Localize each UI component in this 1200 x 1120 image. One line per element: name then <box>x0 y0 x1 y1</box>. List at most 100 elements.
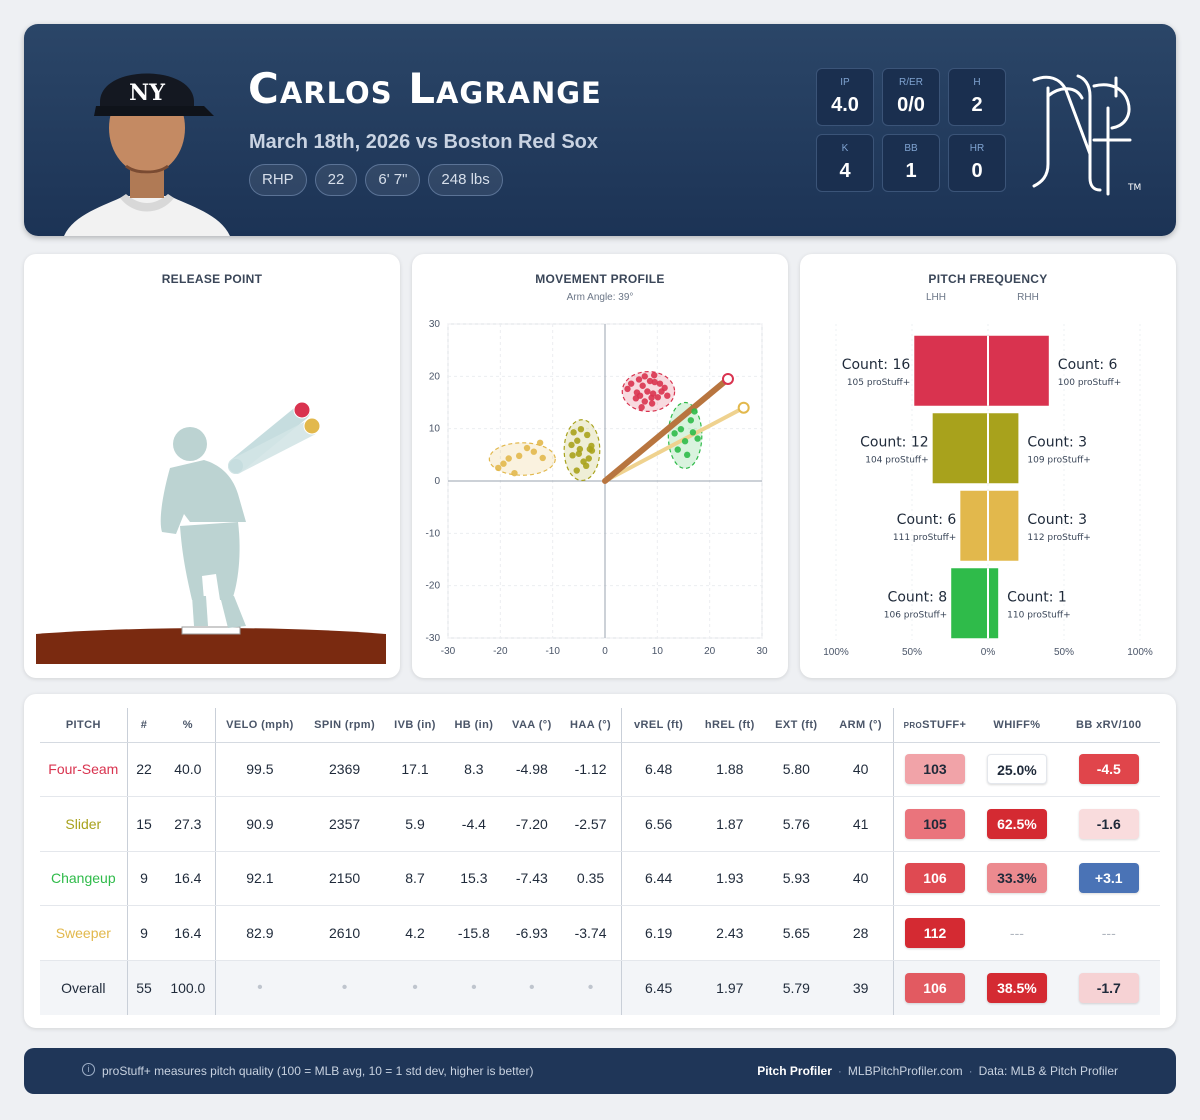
pitch-point <box>664 392 671 399</box>
pitch-point <box>656 380 664 387</box>
vaa-cell: -7.43 <box>503 851 561 906</box>
pitch-point <box>577 425 585 433</box>
stat-label: H <box>973 77 981 88</box>
lhh-bar <box>951 568 988 639</box>
pitch-point <box>568 441 575 449</box>
velo-cell: 92.1 <box>215 851 304 906</box>
lhh-bar <box>960 490 988 561</box>
overall-row: Overall 55 100.0 • • • • • • 6.45 1.97 5.79 39 106 38.… <box>40 960 1160 1015</box>
arm-angle-subtitle: Arm Angle: 39° <box>566 292 634 303</box>
x-tick-label: -10 <box>545 646 560 657</box>
haa-cell: 0.35 <box>560 851 622 906</box>
prostuff-badge: 106 <box>904 863 965 894</box>
rhh-stuff-label: 100 proStuff+ <box>1058 378 1121 388</box>
col-header: HAA (°) <box>560 708 622 743</box>
prostuff-badge: 103 <box>904 754 965 785</box>
pitcher-silhouette <box>160 427 246 628</box>
pitching-rubber <box>181 626 241 635</box>
n-cell: 15 <box>127 796 161 852</box>
prostuff-cell: 105 <box>893 796 977 852</box>
movement-profile-chart: -30 -20 -10 0 10 20 30 30 20 10 0 -10 -20 -30 <box>426 319 768 657</box>
height-chip: 6' 7" <box>365 164 421 196</box>
n-cell: 9 <box>127 851 161 906</box>
pitch-frequency-title: PITCH FREQUENCY <box>928 272 1048 286</box>
x-tick-label: 20 <box>704 646 716 657</box>
pitch-point <box>573 467 580 474</box>
pitch-point <box>539 454 546 462</box>
pitch-point <box>691 408 698 415</box>
lhh-count-label: Count: 6 <box>897 512 957 528</box>
n-cell: 9 <box>127 905 161 961</box>
arm-cell: 40 <box>828 851 894 906</box>
whiff-cell: 33.3% <box>976 851 1058 906</box>
col-header: vREL (ft) <box>621 708 696 743</box>
rhh-label: RHH <box>1017 292 1039 303</box>
velo-cell: 99.5 <box>215 742 304 797</box>
pitch-point <box>627 380 635 387</box>
rhh-stuff-label: 110 proStuff+ <box>1007 610 1070 620</box>
stat-label: IP <box>840 77 850 88</box>
vaa-cell: -6.93 <box>503 905 561 961</box>
pitch-point <box>523 444 531 452</box>
hb-cell: -4.4 <box>444 796 504 852</box>
y-tick-label: 0 <box>434 476 440 487</box>
footer-site-link[interactable]: MLBPitchProfiler.com <box>847 1064 963 1078</box>
pct-cell: 40.0 <box>160 742 217 797</box>
pitch-point <box>569 452 576 459</box>
freq-x-tick: 50% <box>1054 647 1074 658</box>
haa-cell: -1.12 <box>560 742 622 797</box>
xrv-badge: -1.6 <box>1078 808 1139 839</box>
pitch-point <box>635 376 643 383</box>
stat-value: 0/0 <box>897 94 925 116</box>
pct-cell: 27.3 <box>160 796 217 852</box>
x-tick-label: 30 <box>756 646 768 657</box>
footer-credits: Pitch Profiler · MLBPitchProfiler.com · Data… <box>757 1064 1118 1078</box>
pitch-point <box>530 448 538 455</box>
arm-cell: 39 <box>828 960 894 1015</box>
ivb-cell: 8.7 <box>385 851 445 906</box>
stat-value: 2 <box>971 94 983 116</box>
pitch-point <box>584 431 591 439</box>
col-header: IVB (in) <box>385 708 445 743</box>
footer: i proStuff+ measures pitch quality (100 … <box>24 1048 1176 1094</box>
pitch-point <box>641 398 648 405</box>
vaa-cell: • <box>503 960 561 1015</box>
pitch-point <box>536 439 544 446</box>
stat-value: 1 <box>905 160 917 182</box>
handedness-chip: RHP <box>249 164 307 196</box>
footer-note: proStuff+ measures pitch quality (100 = … <box>102 1064 534 1078</box>
pitch-point <box>658 388 665 395</box>
pitch-point <box>638 404 645 411</box>
prostuff-badge: 105 <box>904 808 965 839</box>
haa-cell: • <box>560 960 622 1015</box>
stat-hr: HR 0 <box>948 134 1006 192</box>
col-header: proSTUFF+ <box>893 708 977 743</box>
yankees-logo: TM <box>1032 74 1141 196</box>
pitch-table-card: PITCH # % VELO (mph) SPIN (rpm) IVB (in)… <box>24 694 1176 1028</box>
rhh-count-label: Count: 6 <box>1058 357 1118 373</box>
freq-x-tick: 100% <box>1127 647 1153 658</box>
rhh-bar <box>988 413 1019 484</box>
pitch-point <box>495 464 502 472</box>
haa-cell: -2.57 <box>560 796 622 852</box>
vaa-cell: -4.98 <box>503 742 561 797</box>
footer-brand: Pitch Profiler <box>757 1064 832 1078</box>
xrv-cell: -4.5 <box>1057 742 1160 797</box>
col-header: SPIN (rpm) <box>303 708 386 743</box>
pitch-name-cell: Overall <box>40 960 128 1015</box>
pitch-point <box>582 462 590 470</box>
xrv-cell: +3.1 <box>1057 851 1160 906</box>
xrv-badge: --- <box>1101 924 1116 941</box>
y-tick-label: -30 <box>426 633 441 644</box>
release-arms <box>228 404 318 474</box>
col-header: EXT (ft) <box>764 708 829 743</box>
y-tick-label: -10 <box>426 528 441 539</box>
arm-angle-marker <box>737 401 750 414</box>
col-header: HB (in) <box>444 708 504 743</box>
hb-cell: • <box>444 960 504 1015</box>
whiff-cell: 25.0% <box>976 742 1058 797</box>
stat-value: 4 <box>839 160 851 182</box>
spin-cell: 2150 <box>303 851 386 906</box>
